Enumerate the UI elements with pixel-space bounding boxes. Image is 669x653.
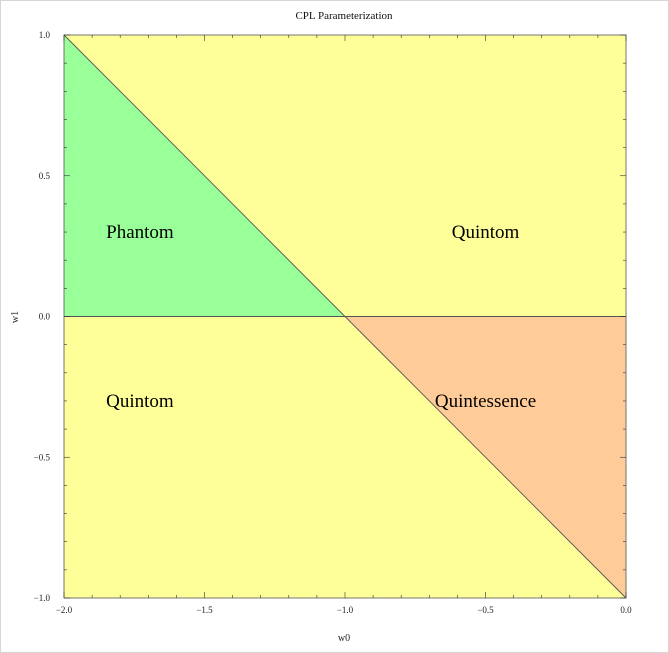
region-label-phantom: Phantom: [106, 222, 174, 243]
x-tick-label: −2.0: [56, 605, 73, 615]
region-label-quintessence: Quintessence: [435, 391, 536, 412]
x-tick-label: −1.5: [196, 605, 213, 615]
y-tick-label: 0.0: [39, 312, 51, 322]
x-tick-label: −0.5: [477, 605, 494, 615]
chart-title: CPL Parameterization: [295, 10, 393, 22]
y-axis-label: w1: [10, 311, 21, 323]
y-tick-label: −1.0: [34, 593, 51, 603]
x-axis-label: w0: [338, 633, 350, 644]
region-label-quintom: Quintom: [106, 391, 174, 412]
y-tick-label: −0.5: [34, 452, 51, 462]
region-label-quintom: Quintom: [452, 222, 520, 243]
y-tick-label: 1.0: [39, 30, 51, 40]
tick-labels: −2.0 −1.5 −1.0 −0.5 0.0 −1.0 −0.5 0.0 0.5 1.0: [34, 30, 632, 615]
axis-ticks: [63, 34, 627, 599]
x-tick-label: 0.0: [620, 605, 632, 615]
region-labels: Phantom Quintessence Quintom Quintom: [106, 222, 536, 412]
x-tick-label: −1.0: [337, 605, 354, 615]
y-tick-label: 0.5: [39, 171, 51, 181]
